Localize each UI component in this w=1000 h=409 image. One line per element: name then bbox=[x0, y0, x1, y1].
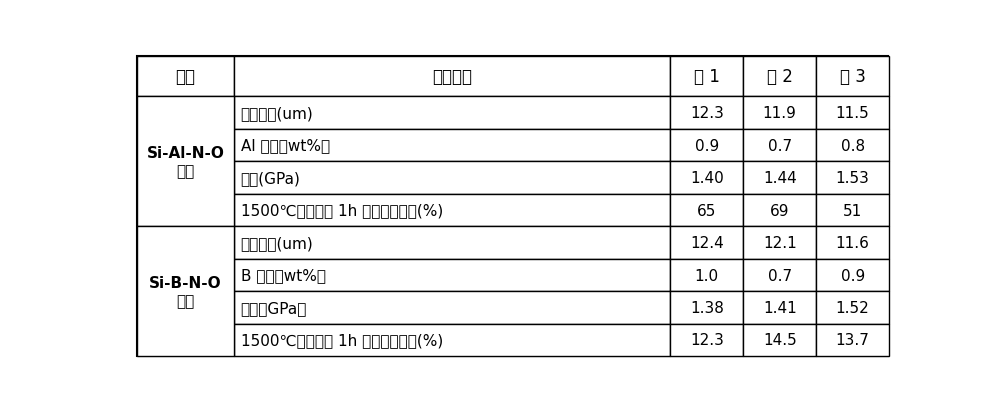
Text: 0.8: 0.8 bbox=[841, 138, 865, 153]
Bar bbox=[670, 97, 743, 130]
Bar bbox=[743, 162, 816, 194]
Text: 1500℃空气处理 1h 后强度保留率(%): 1500℃空气处理 1h 后强度保留率(%) bbox=[241, 203, 443, 218]
Text: 11.9: 11.9 bbox=[763, 106, 797, 121]
Text: 1.40: 1.40 bbox=[690, 171, 724, 186]
Text: 例 3: 例 3 bbox=[840, 68, 866, 86]
Text: 1.38: 1.38 bbox=[690, 300, 724, 315]
Bar bbox=[670, 57, 743, 97]
Bar bbox=[743, 130, 816, 162]
Bar bbox=[816, 130, 889, 162]
Bar bbox=[670, 324, 743, 356]
Bar bbox=[816, 292, 889, 324]
Bar bbox=[137, 57, 234, 97]
Text: Al 含量（wt%）: Al 含量（wt%） bbox=[241, 138, 330, 153]
Bar bbox=[670, 162, 743, 194]
Text: 11.6: 11.6 bbox=[836, 236, 870, 250]
Bar bbox=[816, 97, 889, 130]
Bar bbox=[743, 292, 816, 324]
Text: 0.7: 0.7 bbox=[768, 268, 792, 283]
Text: 69: 69 bbox=[770, 203, 789, 218]
Text: 1.0: 1.0 bbox=[695, 268, 719, 283]
Bar bbox=[743, 194, 816, 227]
Text: 51: 51 bbox=[843, 203, 862, 218]
Text: 1.44: 1.44 bbox=[763, 171, 797, 186]
Bar bbox=[816, 227, 889, 259]
Text: 1.52: 1.52 bbox=[836, 300, 870, 315]
Bar bbox=[670, 292, 743, 324]
Text: 11.5: 11.5 bbox=[836, 106, 870, 121]
Text: 1.53: 1.53 bbox=[836, 171, 870, 186]
Bar bbox=[743, 259, 816, 292]
Bar bbox=[816, 57, 889, 97]
Text: 65: 65 bbox=[697, 203, 717, 218]
Bar bbox=[234, 292, 670, 324]
Bar bbox=[234, 97, 670, 130]
Bar bbox=[743, 97, 816, 130]
Bar bbox=[234, 194, 670, 227]
Text: B 含量（wt%）: B 含量（wt%） bbox=[241, 268, 326, 283]
Text: 0.9: 0.9 bbox=[695, 138, 719, 153]
Text: 0.9: 0.9 bbox=[841, 268, 865, 283]
Text: 强度(GPa): 强度(GPa) bbox=[241, 171, 300, 186]
Text: 12.1: 12.1 bbox=[763, 236, 797, 250]
Text: Si-B-N-O: Si-B-N-O bbox=[149, 275, 222, 290]
Bar bbox=[816, 162, 889, 194]
Text: 性能指标: 性能指标 bbox=[432, 68, 472, 86]
Text: 样品: 样品 bbox=[175, 68, 195, 86]
Text: 12.3: 12.3 bbox=[690, 333, 724, 348]
Text: 强度（GPa）: 强度（GPa） bbox=[241, 300, 307, 315]
Bar bbox=[234, 227, 670, 259]
Text: 0.7: 0.7 bbox=[768, 138, 792, 153]
Bar bbox=[743, 324, 816, 356]
Bar bbox=[816, 194, 889, 227]
Text: 纤维直径(um): 纤维直径(um) bbox=[241, 106, 313, 121]
Bar bbox=[670, 259, 743, 292]
Bar bbox=[137, 227, 234, 356]
Bar bbox=[816, 259, 889, 292]
Bar bbox=[234, 130, 670, 162]
Bar bbox=[816, 324, 889, 356]
Text: 14.5: 14.5 bbox=[763, 333, 797, 348]
Text: 13.7: 13.7 bbox=[836, 333, 870, 348]
Text: Si-Al-N-O: Si-Al-N-O bbox=[147, 145, 224, 160]
Bar bbox=[234, 324, 670, 356]
Text: 12.4: 12.4 bbox=[690, 236, 724, 250]
Text: 纤维: 纤维 bbox=[176, 164, 195, 179]
Text: 纤维: 纤维 bbox=[176, 293, 195, 308]
Bar bbox=[670, 194, 743, 227]
Bar bbox=[670, 130, 743, 162]
Text: 例 2: 例 2 bbox=[767, 68, 793, 86]
Text: 1500℃空气处理 1h 后强度保留率(%): 1500℃空气处理 1h 后强度保留率(%) bbox=[241, 333, 443, 348]
Bar bbox=[137, 97, 234, 227]
Bar bbox=[743, 227, 816, 259]
Text: 1.41: 1.41 bbox=[763, 300, 797, 315]
Text: 例 1: 例 1 bbox=[694, 68, 720, 86]
Text: 纤维直径(um): 纤维直径(um) bbox=[241, 236, 313, 250]
Bar bbox=[670, 227, 743, 259]
Bar bbox=[234, 57, 670, 97]
Bar bbox=[743, 57, 816, 97]
Bar bbox=[234, 162, 670, 194]
Text: 12.3: 12.3 bbox=[690, 106, 724, 121]
Bar bbox=[234, 259, 670, 292]
